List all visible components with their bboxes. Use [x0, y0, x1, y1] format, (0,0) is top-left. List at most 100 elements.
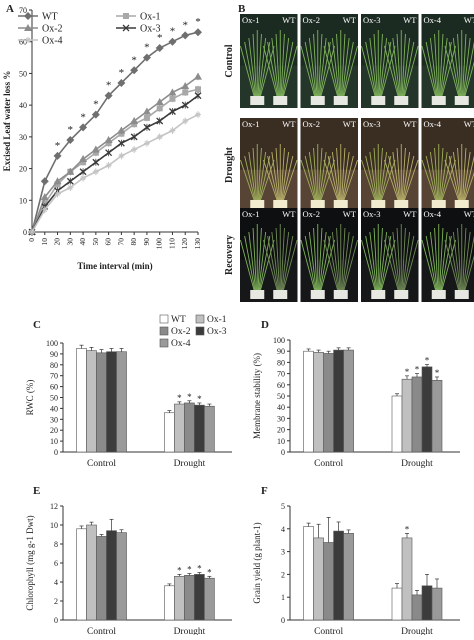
plant-pot	[311, 290, 325, 299]
plant-pot	[371, 200, 385, 209]
panel-label-d: D	[261, 319, 269, 331]
significance-star: *	[405, 524, 410, 534]
legend-label: Ox-3	[207, 327, 227, 337]
significance-star: *	[187, 564, 192, 574]
category-drought: * Drought	[392, 524, 442, 635]
photo-floor	[361, 260, 419, 302]
y-tick-label: 50	[50, 394, 58, 403]
legend-swatch	[196, 327, 204, 335]
photo-label-wt: WT	[464, 119, 474, 129]
y-tick-label: 1	[281, 593, 285, 602]
bar-ox-4	[204, 406, 214, 452]
category-drought: ***Drought	[164, 392, 214, 469]
significance-star: *	[207, 567, 212, 577]
y-tick-label: 0	[54, 448, 58, 457]
y-tick-label: 80	[50, 361, 58, 370]
photo-floor	[240, 66, 298, 108]
bar-ox-4	[432, 380, 442, 452]
y-tick-label: 90	[50, 350, 58, 359]
bar-ox-3	[334, 350, 344, 452]
y-tick-label: 40	[50, 404, 58, 413]
legend-label: Ox-2	[42, 24, 63, 35]
photo-label-wt: WT	[343, 209, 357, 219]
x-tick-label: 100	[155, 238, 164, 250]
data-point	[144, 115, 150, 121]
photo-label-transgenic: Ox-2	[303, 119, 320, 129]
y-tick-label: 30	[277, 414, 285, 423]
y-tick-label: 20	[277, 426, 285, 435]
row-label: Recovery	[224, 235, 235, 275]
plant-pot	[371, 290, 385, 299]
significance-star: *	[415, 365, 420, 375]
plant-pot	[432, 290, 446, 299]
data-point	[195, 86, 201, 92]
y-tick-label: 40	[19, 101, 27, 110]
plant-pot	[394, 200, 408, 209]
bar-ox-3	[194, 574, 204, 620]
y-tick-label: 70	[19, 6, 27, 15]
category-control: Control	[304, 517, 354, 635]
significance-star: *	[177, 393, 182, 403]
photo-label-wt: WT	[282, 15, 296, 25]
panel-label-e: E	[33, 485, 40, 497]
photo-label-transgenic: Ox-4	[424, 119, 442, 129]
bar-ox-1	[402, 379, 412, 452]
x-tick-label: 80	[129, 238, 138, 246]
y-tick-label: 20	[19, 165, 27, 174]
y-tick-label: 80	[277, 358, 285, 367]
photo-label-transgenic: Ox-1	[242, 15, 259, 25]
y-tick-label: 0	[281, 448, 285, 457]
bar-ox-2	[184, 575, 194, 620]
legend-entry-ox-4: Ox-4	[160, 339, 191, 349]
x-tick-label: 120	[180, 238, 189, 250]
y-tick-label: 10	[50, 437, 58, 446]
x-tick-label: 40	[78, 238, 87, 246]
photo-floor	[301, 260, 359, 302]
category-label: Drought	[401, 627, 433, 635]
significance-star: *	[187, 392, 192, 402]
data-point	[131, 147, 137, 153]
significance-star: *	[93, 99, 99, 111]
category-label: Drought	[174, 627, 206, 635]
bar-wt	[392, 396, 402, 452]
plant-pot	[455, 290, 469, 299]
significance-star: *	[177, 565, 182, 575]
series-ox-4	[29, 111, 201, 235]
y-tick-label: 10	[277, 437, 285, 446]
y-tick-label: 70	[50, 372, 58, 381]
x-tick-label: 20	[53, 238, 62, 246]
y-tick-label: 50	[19, 69, 27, 78]
category-drought: ****Drought	[164, 564, 214, 636]
plant-pot	[334, 290, 348, 299]
photo-label-wt: WT	[343, 119, 357, 129]
bar-ox-3	[194, 405, 204, 452]
row-label: Drought	[224, 146, 235, 183]
x-tick-label: 110	[167, 238, 176, 249]
category-control: Control	[77, 519, 127, 635]
x-tick-label: 70	[116, 238, 125, 246]
data-point	[168, 38, 176, 46]
plant-pot	[334, 200, 348, 209]
photo-label-wt: WT	[464, 15, 474, 25]
x-tick-label: 130	[193, 238, 202, 250]
photo-label-transgenic: Ox-4	[424, 209, 442, 219]
data-point	[169, 96, 175, 102]
data-point	[157, 134, 163, 140]
series-wt	[28, 28, 202, 236]
data-point	[144, 140, 150, 146]
x-tick-label: 60	[104, 238, 113, 246]
plant-pot	[250, 290, 264, 299]
panel-label-b: B	[238, 3, 246, 15]
legend-label: WT	[42, 12, 58, 23]
plant-pot	[273, 200, 287, 209]
bar-ox-2	[324, 353, 334, 452]
photo-label-wt: WT	[403, 119, 417, 129]
